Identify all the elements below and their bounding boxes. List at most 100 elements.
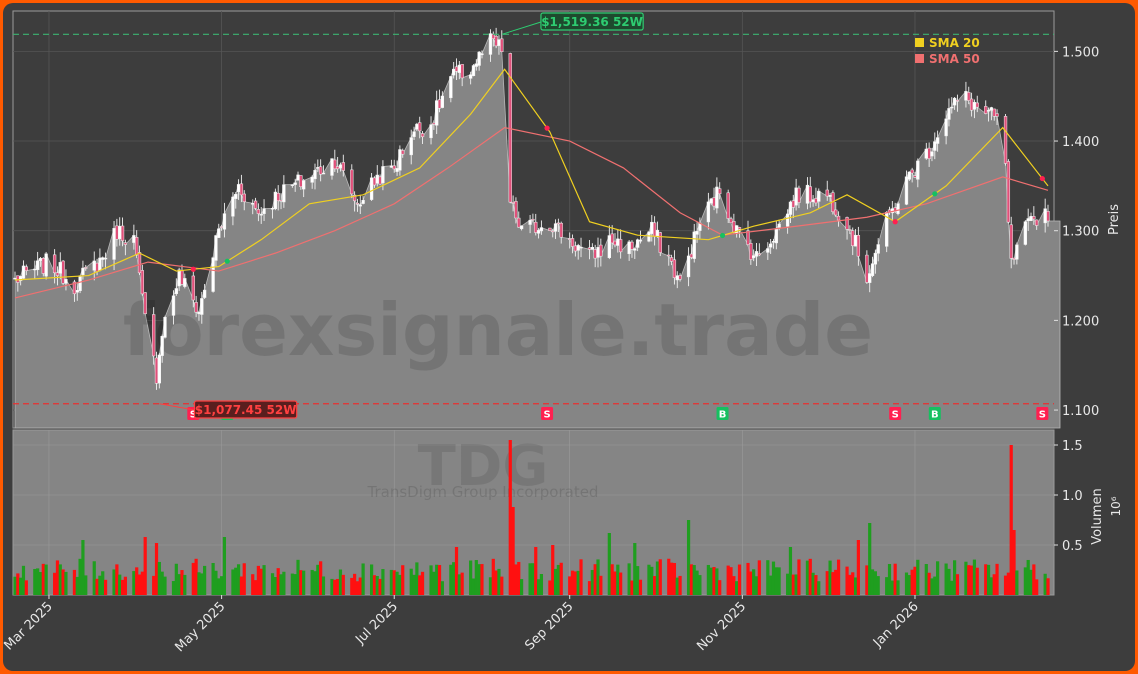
candle-body <box>1003 116 1008 164</box>
volume-bar <box>950 580 954 595</box>
volume-bar <box>333 579 337 595</box>
volume-bar <box>825 571 829 595</box>
volume-bar <box>1043 573 1047 595</box>
candle-body <box>853 234 858 247</box>
candle-body <box>766 248 770 253</box>
volume-bar <box>211 562 215 595</box>
candle-body <box>163 317 167 338</box>
volume-bar <box>536 579 541 595</box>
volume-bar <box>508 440 512 595</box>
volume-bar <box>735 581 739 595</box>
volume-bar <box>491 558 495 595</box>
volume-bar <box>177 574 181 595</box>
candle-body <box>435 100 439 126</box>
volume-bar <box>120 579 125 595</box>
candle-body <box>497 39 501 46</box>
candles <box>13 27 1050 390</box>
watermark-company: TransDigm Group Incorporated <box>367 483 599 501</box>
candle-body <box>596 247 600 258</box>
volume-bar <box>746 562 750 595</box>
volume-bar <box>653 576 657 595</box>
candle-body <box>378 176 382 185</box>
watermark-main: forexsignale.trade <box>123 288 873 372</box>
candle-body <box>251 203 255 205</box>
candle-body <box>92 260 96 271</box>
volume-bar <box>372 575 377 595</box>
volume-bar <box>975 567 979 595</box>
volume-bar <box>437 565 442 595</box>
volume-bar <box>698 575 702 595</box>
candle-body <box>290 184 295 186</box>
sma-lines <box>14 68 1049 299</box>
volume-bar <box>1029 569 1033 595</box>
volume-bar <box>553 568 558 595</box>
annotation-box <box>540 12 644 31</box>
volume-bar <box>964 561 968 595</box>
candle-body <box>551 230 555 233</box>
volume-bar <box>115 564 119 595</box>
volume-bar <box>1012 530 1016 595</box>
volume-bar <box>452 562 456 595</box>
candle-body <box>259 214 263 216</box>
candle-body <box>488 33 493 55</box>
candle-body <box>984 106 988 114</box>
candle-body <box>132 235 136 243</box>
candle-body <box>21 265 26 279</box>
volume-bar <box>234 567 238 595</box>
candle-body <box>1009 224 1013 259</box>
volume-bar <box>669 562 674 595</box>
volume-bar <box>916 559 920 595</box>
volume-bar <box>369 564 374 595</box>
x-tick-label: Nov 2025 <box>694 599 749 654</box>
candle-body <box>1012 258 1016 260</box>
volume-bar <box>896 580 900 595</box>
candle-body <box>296 174 300 181</box>
candle-body <box>732 221 736 233</box>
volume-bar <box>936 561 940 595</box>
volume-bar <box>593 564 597 595</box>
candle-body <box>282 184 286 203</box>
volume-bar <box>488 577 493 595</box>
volume-bar <box>474 560 478 595</box>
candle-body <box>279 199 283 202</box>
volume-bar <box>757 560 761 595</box>
volume-bar <box>276 568 280 595</box>
volume-bar <box>75 576 79 595</box>
volume-bar <box>947 568 951 595</box>
candle-body <box>500 38 504 52</box>
volume-bar <box>817 581 821 595</box>
volume-bar <box>38 572 43 595</box>
candle-body <box>214 235 218 261</box>
volume-bar <box>118 574 122 595</box>
volume-bar <box>930 578 934 595</box>
candle-body <box>361 199 365 204</box>
candle-body <box>573 245 578 252</box>
candle-body <box>916 160 920 180</box>
candle-body <box>576 245 580 251</box>
x-axis: Mar 2025 May 2025 Jul 2025 Sep 2025 Nov 2025… <box>3 595 922 655</box>
volume-bar <box>636 566 640 595</box>
candle-body <box>836 215 841 221</box>
volume-bar <box>95 578 99 595</box>
signal-label: B <box>931 410 939 421</box>
volume-tick-label: 1.0 <box>1062 489 1083 504</box>
volume-bar <box>726 565 730 595</box>
volume-bar <box>160 571 164 595</box>
candle-body <box>415 123 419 130</box>
volume-bar <box>989 577 993 595</box>
volume-bar <box>528 563 532 595</box>
volume-bar <box>986 564 991 595</box>
volume-bar <box>341 574 345 595</box>
candle-body <box>101 257 105 260</box>
volume-bar <box>805 560 810 595</box>
candle-body <box>876 244 880 254</box>
candle-body <box>627 241 631 255</box>
volume-bar <box>556 564 560 595</box>
candle-body <box>477 51 481 66</box>
volume-bar <box>786 573 790 595</box>
candle-body <box>401 150 405 155</box>
volume-bar <box>197 572 201 595</box>
candle-body <box>675 275 679 281</box>
candle-body <box>389 165 394 168</box>
candle-body <box>678 275 682 280</box>
